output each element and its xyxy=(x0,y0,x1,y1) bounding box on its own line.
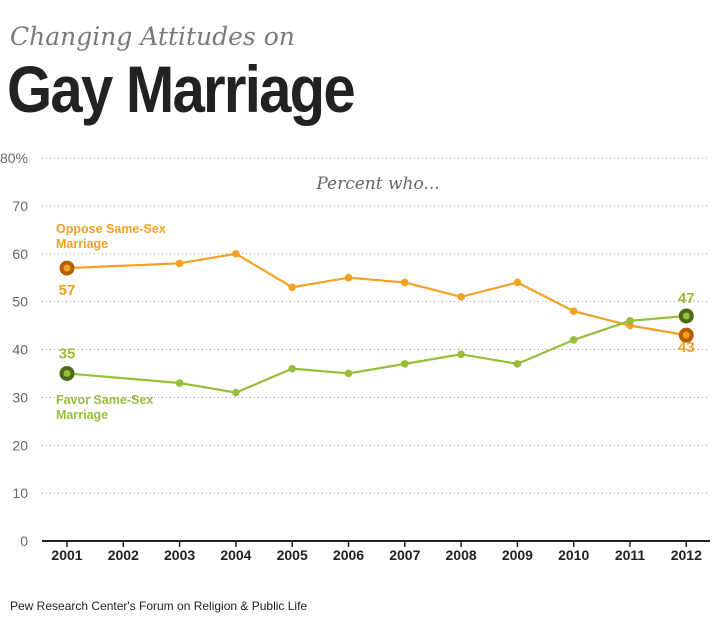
x-tick-label: 2003 xyxy=(164,547,195,563)
x-tick-label: 2006 xyxy=(333,547,364,563)
data-point xyxy=(513,360,522,368)
x-tick-label: 2012 xyxy=(671,547,702,563)
y-tick-label: 30 xyxy=(12,389,28,405)
x-tick-label: 2008 xyxy=(446,547,477,563)
x-tick-label: 2005 xyxy=(277,547,308,563)
data-point xyxy=(344,273,353,282)
chart-subtitle: Changing Attitudes on xyxy=(10,22,295,51)
chart-annotation: Percent who... xyxy=(315,174,439,194)
data-point xyxy=(175,259,184,268)
series-line xyxy=(66,252,687,337)
series-name-label: Marriage xyxy=(56,237,108,251)
data-label-end: 47 xyxy=(678,290,695,307)
data-point xyxy=(232,388,240,397)
data-point xyxy=(626,316,634,325)
series-name-label: Oppose Same-Sex xyxy=(56,222,166,236)
data-point xyxy=(457,350,465,359)
data-point xyxy=(569,307,578,316)
data-point xyxy=(175,379,184,387)
data-point xyxy=(513,278,522,287)
y-tick-label: 70 xyxy=(12,198,28,214)
y-tick-label: 80% xyxy=(0,150,28,166)
x-tick-label: 2007 xyxy=(389,547,420,563)
y-tick-label: 20 xyxy=(12,437,28,453)
x-tick-label: 2002 xyxy=(108,547,139,563)
y-tick-label: 50 xyxy=(12,294,28,310)
chart-title: Gay Marriage xyxy=(7,52,356,126)
data-label-end: 43 xyxy=(678,339,695,356)
x-tick-label: 2010 xyxy=(558,547,589,563)
data-point xyxy=(288,364,297,373)
data-label-start: 57 xyxy=(59,282,76,299)
series-name-label: Marriage xyxy=(56,408,108,422)
data-label-start: 35 xyxy=(59,345,76,362)
data-point xyxy=(457,293,465,301)
data-point xyxy=(344,369,353,378)
x-tick-label: 2004 xyxy=(220,547,251,563)
data-point xyxy=(569,336,578,344)
data-point-endpoint-center xyxy=(682,312,690,320)
data-point xyxy=(232,249,240,258)
y-tick-label: 40 xyxy=(12,342,28,358)
data-point xyxy=(401,360,409,368)
line-chart: 0 10 20 30 40 50 60 70 80% 2001 2002 2003 2004 2005 20… xyxy=(0,150,710,563)
source-note: Pew Research Center's Forum on Religion … xyxy=(10,599,308,613)
series-name-label: Favor Same-Sex xyxy=(56,393,153,407)
data-point xyxy=(401,278,409,287)
y-tick-label: 60 xyxy=(12,246,28,262)
data-point-endpoint-center xyxy=(682,331,690,339)
data-point-endpoint-center xyxy=(63,264,71,272)
x-tick-label: 2001 xyxy=(51,547,82,563)
y-tick-label: 0 xyxy=(20,533,28,549)
y-tick-label: 10 xyxy=(12,485,28,501)
x-tick-label: 2009 xyxy=(502,547,533,563)
data-point-endpoint-center xyxy=(63,369,71,377)
data-point xyxy=(288,283,297,292)
series-line xyxy=(66,314,687,394)
x-tick-label: 2011 xyxy=(615,547,646,563)
